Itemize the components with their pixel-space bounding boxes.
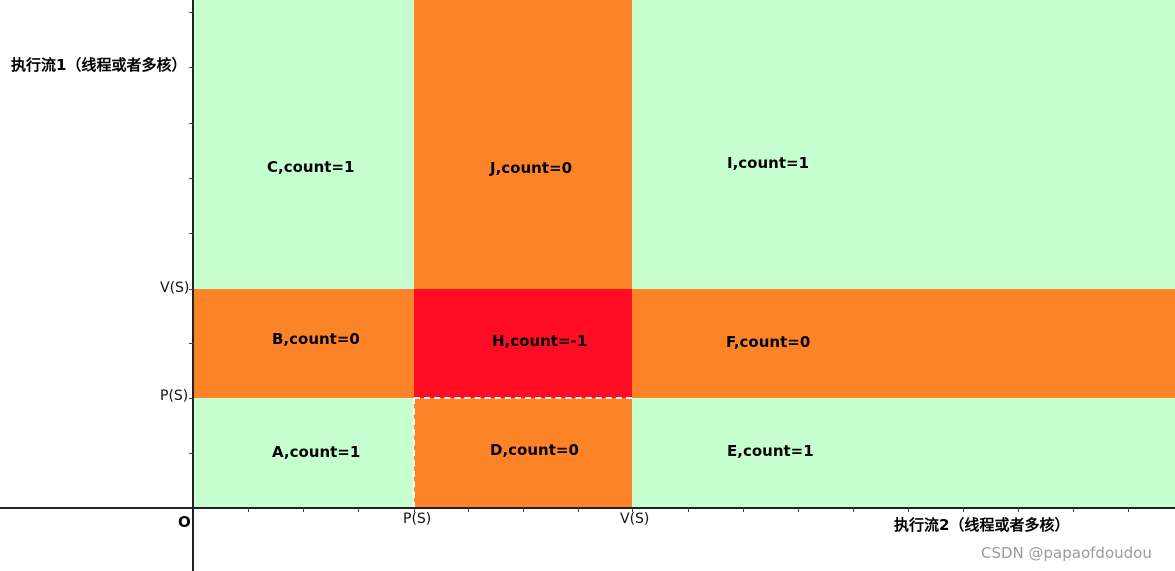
x-tick bbox=[853, 508, 854, 512]
dashed-line-x-p bbox=[413, 398, 415, 508]
x-tick-label-v: V(S) bbox=[620, 511, 650, 527]
x-tick bbox=[632, 508, 633, 512]
y-tick bbox=[189, 398, 193, 399]
x-axis bbox=[0, 507, 1175, 509]
x-tick bbox=[908, 508, 909, 512]
region-e bbox=[632, 398, 1175, 508]
x-tick bbox=[688, 508, 689, 512]
region-i bbox=[632, 0, 1175, 289]
region-i-label: I,count=1 bbox=[727, 154, 810, 172]
y-tick bbox=[189, 453, 193, 454]
region-f-label: F,count=0 bbox=[726, 333, 811, 351]
x-axis-title: 执行流2（线程或者多核） bbox=[894, 516, 1070, 534]
region-c bbox=[193, 0, 414, 289]
y-tick-label-p: P(S) bbox=[160, 388, 189, 404]
y-axis bbox=[192, 0, 194, 571]
x-tick bbox=[468, 508, 469, 512]
x-tick bbox=[1073, 508, 1074, 512]
x-tick bbox=[743, 508, 744, 512]
origin-label: O bbox=[178, 513, 191, 531]
y-tick bbox=[189, 233, 193, 234]
watermark: CSDN @papaofdoudou bbox=[981, 544, 1152, 562]
y-tick bbox=[189, 12, 193, 13]
x-tick bbox=[1128, 508, 1129, 512]
region-a bbox=[193, 398, 414, 508]
region-b-label: B,count=0 bbox=[272, 330, 360, 348]
x-tick bbox=[414, 508, 415, 512]
x-tick bbox=[358, 508, 359, 512]
y-tick bbox=[189, 67, 193, 68]
region-j-label: J,count=0 bbox=[490, 159, 573, 177]
region-e-label: E,count=1 bbox=[727, 442, 814, 460]
region-h-label: H,count=-1 bbox=[492, 332, 588, 350]
region-d-label: D,count=0 bbox=[490, 441, 579, 459]
y-tick bbox=[189, 123, 193, 124]
x-tick bbox=[578, 508, 579, 512]
x-tick bbox=[303, 508, 304, 512]
region-d bbox=[414, 398, 632, 508]
x-tick-label-p: P(S) bbox=[403, 511, 432, 527]
region-a-label: A,count=1 bbox=[272, 443, 361, 461]
x-tick bbox=[1018, 508, 1019, 512]
region-h bbox=[414, 289, 632, 398]
y-tick bbox=[189, 343, 193, 344]
x-tick bbox=[963, 508, 964, 512]
region-j bbox=[414, 0, 632, 289]
y-axis-title: 执行流1（线程或者多核） bbox=[11, 56, 187, 74]
y-tick-label-v: V(S) bbox=[160, 280, 190, 296]
x-tick bbox=[248, 508, 249, 512]
region-c-label: C,count=1 bbox=[267, 158, 355, 176]
x-tick bbox=[798, 508, 799, 512]
y-tick bbox=[189, 289, 193, 290]
y-tick bbox=[189, 178, 193, 179]
region-f bbox=[632, 289, 1175, 398]
dashed-line-y-p bbox=[414, 397, 632, 399]
x-tick bbox=[523, 508, 524, 512]
region-b bbox=[193, 289, 414, 398]
